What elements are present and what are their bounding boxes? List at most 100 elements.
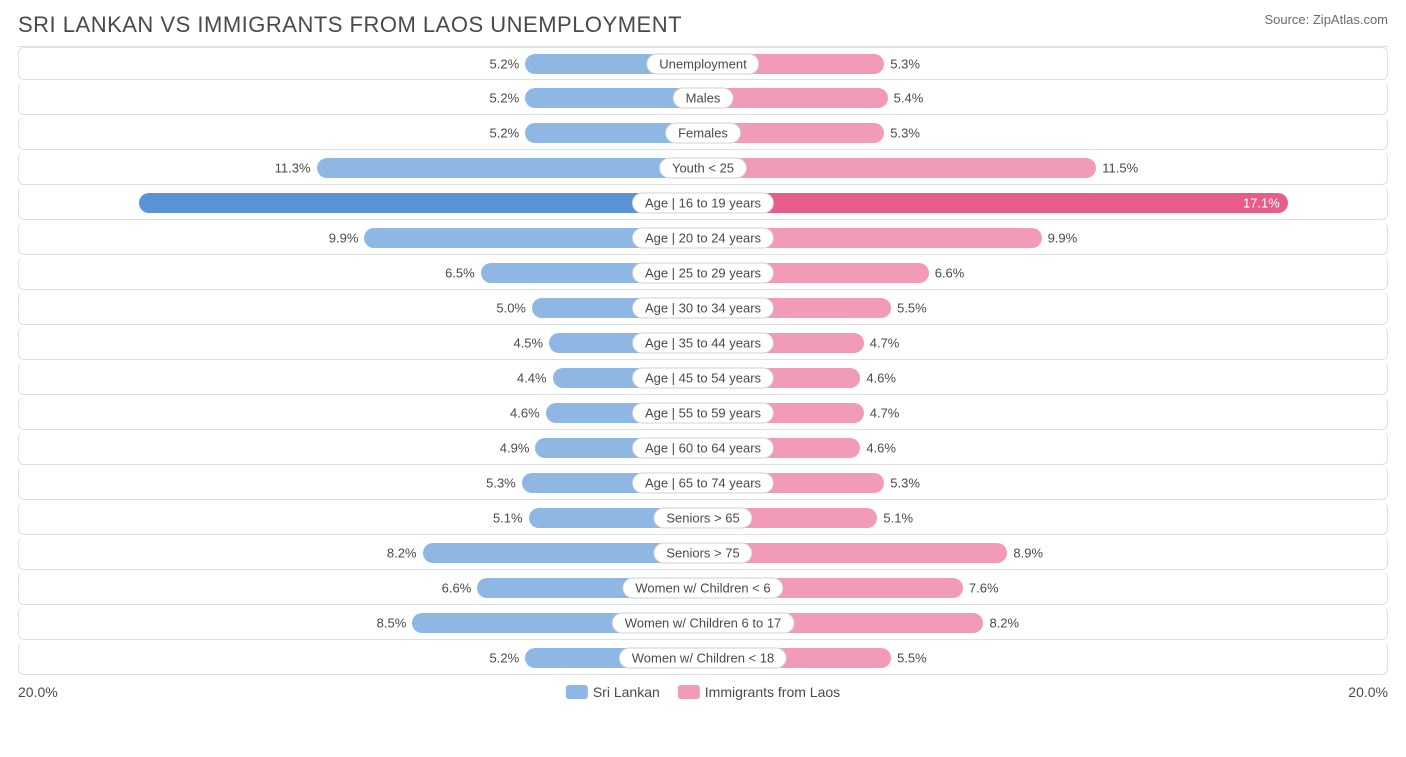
- right-value-label: 11.5%: [1102, 161, 1138, 176]
- right-half: 5.1%: [703, 502, 1387, 534]
- left-bar: 11.3%: [317, 158, 703, 178]
- left-value-label: 9.9%: [329, 231, 359, 246]
- legend-swatch-left: [566, 685, 588, 699]
- right-value-label: 4.7%: [870, 336, 900, 351]
- right-value-label: 5.5%: [897, 651, 927, 666]
- left-half: 5.2%: [19, 642, 703, 674]
- left-value-label: 5.2%: [490, 56, 520, 71]
- chart-row: 8.5%8.2%Women w/ Children 6 to 17: [18, 607, 1388, 640]
- legend-label-right: Immigrants from Laos: [705, 684, 840, 700]
- right-value-label: 9.9%: [1048, 231, 1078, 246]
- chart-source: Source: ZipAtlas.com: [1264, 12, 1388, 27]
- chart-row: 6.5%6.6%Age | 25 to 29 years: [18, 257, 1388, 290]
- category-pill: Males: [673, 88, 734, 109]
- right-value-label: 8.2%: [989, 616, 1019, 631]
- right-half: 7.6%: [703, 572, 1387, 604]
- axis-label-right: 20.0%: [1348, 684, 1388, 700]
- chart-row: 9.9% 9.9% Age | 20 to 24 years: [18, 222, 1388, 255]
- left-value-label: 5.0%: [496, 301, 526, 316]
- left-value-label: 4.4%: [517, 371, 547, 386]
- right-half: 9.9%: [703, 222, 1387, 254]
- chart-row: 5.0% 5.5% Age | 30 to 34 years: [18, 292, 1388, 325]
- category-pill: Youth < 25: [659, 158, 747, 179]
- left-value-label: 5.1%: [493, 511, 523, 526]
- right-value-label: 6.6%: [935, 266, 965, 281]
- chart-row: 6.6%7.6%Women w/ Children < 6: [18, 572, 1388, 605]
- chart-row: 5.2% 5.5% Women w/ Children < 18: [18, 642, 1388, 675]
- right-half: 5.4%: [703, 82, 1387, 114]
- left-bar: 16.5%: [139, 193, 703, 213]
- legend-swatch-right: [678, 685, 700, 699]
- right-half: 4.7%: [703, 397, 1387, 429]
- chart-row: 11.3%11.5%Youth < 25: [18, 152, 1388, 185]
- category-pill: Seniors > 75: [653, 543, 752, 564]
- right-value-label: 4.7%: [870, 406, 900, 421]
- right-value-label: 5.3%: [890, 56, 920, 71]
- left-half: 9.9%: [19, 222, 703, 254]
- right-half: 4.6%: [703, 432, 1387, 464]
- chart-row: 16.5%17.1%Age | 16 to 19 years: [18, 187, 1388, 220]
- left-half: 5.2%: [19, 82, 703, 114]
- category-pill: Age | 45 to 54 years: [632, 368, 774, 389]
- right-value-label: 17.1%: [1243, 196, 1280, 211]
- chart-row: 5.1% 5.1% Seniors > 65: [18, 502, 1388, 535]
- category-pill: Women w/ Children < 18: [619, 648, 787, 669]
- right-value-label: 5.5%: [897, 301, 927, 316]
- left-half: 6.5%: [19, 257, 703, 289]
- right-half: 8.2%: [703, 607, 1387, 639]
- category-pill: Age | 60 to 64 years: [632, 438, 774, 459]
- chart-row: 5.2%5.3%Unemployment: [18, 47, 1388, 80]
- left-value-label: 8.2%: [387, 546, 417, 561]
- chart-title: SRI LANKAN VS IMMIGRANTS FROM LAOS UNEMP…: [18, 12, 682, 38]
- right-half: 6.6%: [703, 257, 1387, 289]
- right-bar: 11.5%: [703, 158, 1096, 178]
- left-half: 5.0%: [19, 292, 703, 324]
- right-value-label: 8.9%: [1013, 546, 1043, 561]
- chart-row: 4.9% 4.6% Age | 60 to 64 years: [18, 432, 1388, 465]
- axis-label-left: 20.0%: [18, 684, 58, 700]
- left-half: 4.4%: [19, 362, 703, 394]
- right-half: 17.1%: [703, 187, 1387, 219]
- left-value-label: 4.6%: [510, 406, 540, 421]
- right-value-label: 4.6%: [866, 371, 896, 386]
- category-pill: Age | 30 to 34 years: [632, 298, 774, 319]
- right-half: 5.5%: [703, 292, 1387, 324]
- right-value-label: 5.4%: [894, 91, 924, 106]
- left-value-label: 6.5%: [445, 266, 475, 281]
- left-value-label: 11.3%: [275, 161, 311, 176]
- category-pill: Age | 20 to 24 years: [632, 228, 774, 249]
- right-bar: 17.1%: [703, 193, 1288, 213]
- category-pill: Age | 65 to 74 years: [632, 473, 774, 494]
- left-half: 11.3%: [19, 152, 703, 184]
- chart-row: 5.3% 5.3% Age | 65 to 74 years: [18, 467, 1388, 500]
- left-value-label: 5.2%: [490, 126, 520, 141]
- left-half: 8.2%: [19, 537, 703, 569]
- chart-row: 4.6%4.7%Age | 55 to 59 years: [18, 397, 1388, 430]
- left-value-label: 5.3%: [486, 476, 516, 491]
- chart-row: 4.4% 4.6% Age | 45 to 54 years: [18, 362, 1388, 395]
- left-half: 5.1%: [19, 502, 703, 534]
- right-value-label: 5.3%: [890, 476, 920, 491]
- category-pill: Women w/ Children < 6: [622, 578, 783, 599]
- axis-row: 20.0% Sri Lankan Immigrants from Laos 20…: [18, 677, 1388, 707]
- left-half: 5.3%: [19, 467, 703, 499]
- legend-item-right: Immigrants from Laos: [678, 684, 840, 700]
- right-half: 4.6%: [703, 362, 1387, 394]
- chart-row: 5.2% 5.4% Males: [18, 82, 1388, 115]
- category-pill: Seniors > 65: [653, 508, 752, 529]
- chart-container: 5.2%5.3%Unemployment5.2%5.4%Males5.2%5.3…: [0, 46, 1406, 707]
- category-pill: Age | 35 to 44 years: [632, 333, 774, 354]
- diverging-bar-chart: 5.2%5.3%Unemployment5.2%5.4%Males5.2%5.3…: [18, 46, 1388, 675]
- right-value-label: 4.6%: [866, 441, 896, 456]
- left-half: 5.2%: [19, 117, 703, 149]
- right-value-label: 5.3%: [890, 126, 920, 141]
- right-half: 5.3%: [703, 117, 1387, 149]
- right-half: 11.5%: [703, 152, 1387, 184]
- left-value-label: 5.2%: [490, 651, 520, 666]
- right-value-label: 5.1%: [883, 511, 913, 526]
- right-half: 4.7%: [703, 327, 1387, 359]
- left-value-label: 4.9%: [500, 441, 530, 456]
- chart-row: 5.2%5.3%Females: [18, 117, 1388, 150]
- left-half: 4.9%: [19, 432, 703, 464]
- right-half: 8.9%: [703, 537, 1387, 569]
